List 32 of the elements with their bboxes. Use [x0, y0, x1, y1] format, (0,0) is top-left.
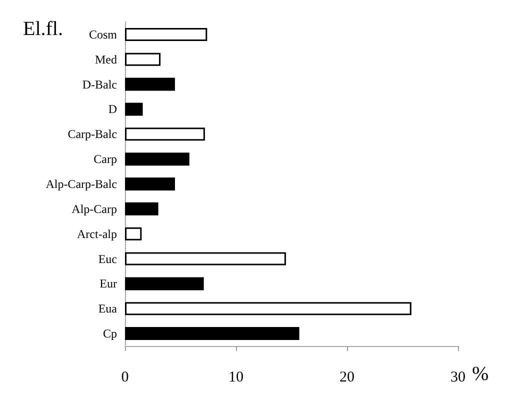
bar: [125, 327, 300, 340]
x-tick-label: 0: [121, 370, 129, 386]
y-tick-label: D: [108, 102, 118, 116]
y-tick-label: Alp-Carp-Balc: [46, 177, 117, 191]
chart-title: El.fl.: [23, 18, 63, 40]
bar: [125, 28, 208, 41]
bar: [125, 52, 161, 66]
y-tick-label: Eur: [100, 276, 117, 291]
bar: [125, 227, 142, 240]
y-tick-label: Med: [95, 52, 117, 66]
x-tick-label: 30: [450, 370, 466, 386]
bar: [125, 128, 205, 141]
x-axis-title: %: [472, 363, 489, 385]
x-tick-label: 20: [340, 370, 354, 386]
bar: [125, 202, 158, 216]
y-tick-label: D-Balc: [82, 77, 117, 92]
y-tick-label: Eua: [98, 302, 118, 316]
y-tick-label: Euc: [98, 252, 117, 266]
y-tick-label: Alp-Carp: [72, 202, 117, 216]
bar: [125, 102, 143, 116]
y-tick-label: Carp-Balc: [68, 127, 117, 142]
y-tick-label: Arct-alp: [77, 226, 117, 241]
y-tick-label: Cp: [102, 326, 117, 341]
bar: [125, 252, 286, 266]
bar: [125, 78, 175, 91]
x-tick-label: 10: [228, 370, 244, 386]
bar: [125, 277, 204, 290]
bar: [125, 302, 412, 316]
y-tick-label: Carp: [94, 152, 117, 166]
bar: [125, 178, 175, 190]
bar: [125, 152, 190, 166]
y-tick-label: Cosm: [88, 27, 118, 42]
